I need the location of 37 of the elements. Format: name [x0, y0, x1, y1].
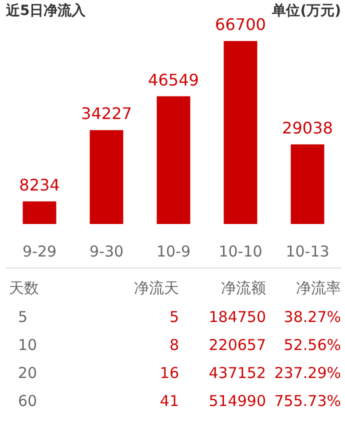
bar — [224, 41, 258, 224]
x-tick-label: 9-29 — [22, 242, 57, 260]
data-label: 29038 — [282, 118, 333, 138]
chart-title: 近5日净流入 — [5, 2, 87, 19]
text: 184750 — [208, 308, 266, 326]
text: 220657 — [208, 336, 266, 354]
text: 38.27% — [284, 308, 341, 326]
text: 755.73% — [274, 392, 341, 410]
text: 5 — [18, 308, 28, 326]
text: 52.56% — [284, 336, 341, 354]
category-label: 净流额 — [221, 279, 266, 297]
text: 41 — [160, 392, 179, 410]
x-tick-label: 9-30 — [89, 242, 124, 260]
bar — [156, 96, 190, 224]
bar — [290, 144, 324, 224]
text: 60 — [18, 392, 38, 410]
x-tick-label: 10-10 — [218, 242, 262, 260]
x-tick-label: 10-9 — [156, 242, 191, 260]
text: 16 — [160, 364, 179, 382]
text: 514990 — [208, 392, 266, 410]
text: 20 — [18, 364, 38, 382]
data-label: 34227 — [81, 104, 132, 124]
x-tick-label: 10-13 — [286, 242, 330, 260]
data-label: 66700 — [215, 15, 266, 34]
text: 237.29% — [274, 364, 341, 382]
text: 5 — [169, 308, 179, 326]
category-label: 天数 — [9, 279, 39, 297]
bar — [90, 130, 124, 224]
text: 10 — [18, 336, 38, 354]
data-label: 46549 — [148, 70, 199, 90]
chart-subtitle: 单位(万元) — [271, 3, 341, 19]
text: 8 — [169, 336, 179, 354]
category-label: 净流率 — [296, 279, 341, 297]
text: 437152 — [208, 364, 266, 382]
bar — [22, 201, 56, 224]
data-label: 8234 — [19, 175, 60, 194]
category-label: 净流天 — [134, 279, 179, 297]
